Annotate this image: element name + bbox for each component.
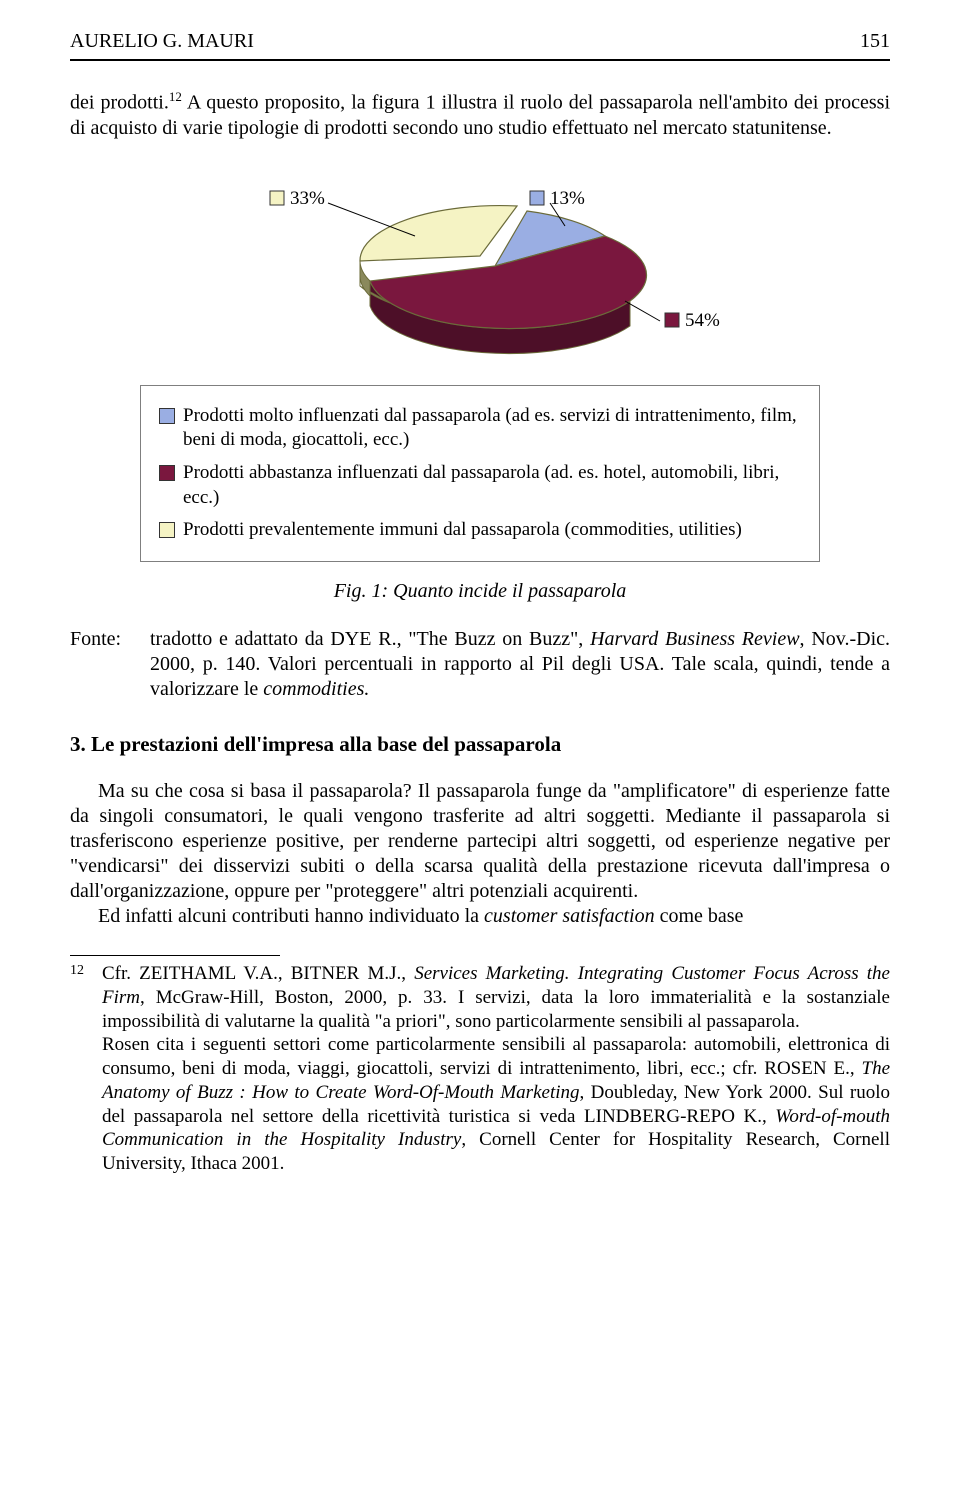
- legend-swatch: [159, 408, 175, 424]
- legend-text: Prodotti abbastanza influenzati dal pass…: [183, 461, 801, 510]
- pie-label-13: 13%: [550, 188, 585, 209]
- footnote-block: 12 Cfr. ZEITHAML V.A., BITNER M.J., Serv…: [70, 962, 890, 1176]
- source-label: Fonte:: [70, 627, 150, 702]
- paragraph: Ma su che cosa si basa il passaparola? I…: [70, 779, 890, 904]
- legend-item: Prodotti abbastanza influenzati dal pass…: [159, 461, 801, 510]
- legend-text: Prodotti molto influenzati dal passaparo…: [183, 404, 801, 453]
- legend-swatch: [159, 465, 175, 481]
- pie-label-54: 54%: [685, 310, 720, 331]
- page-number: 151: [860, 30, 890, 53]
- source-text: tradotto e adattato da DYE R., "The Buzz…: [150, 627, 890, 702]
- footnote-number: 12: [70, 962, 102, 980]
- legend-text: Prodotti prevalentemente immuni dal pass…: [183, 518, 742, 543]
- body-paragraphs: Ma su che cosa si basa il passaparola? I…: [70, 779, 890, 929]
- footnote-ref-12: 12: [169, 89, 182, 104]
- pie-label-33: 33%: [290, 188, 325, 209]
- footnote-separator: [70, 955, 280, 956]
- paragraph: Ed infatti alcuni contributi hanno indiv…: [70, 904, 890, 929]
- intro-lead: dei prodotti.: [70, 92, 169, 114]
- figure-caption: Fig. 1: Quanto incide il passaparola: [70, 580, 890, 603]
- author-name: AURELIO G. MAURI: [70, 30, 254, 53]
- legend-item: Prodotti prevalentemente immuni dal pass…: [159, 518, 801, 543]
- legend-swatch: [159, 522, 175, 538]
- legend-item: Prodotti molto influenzati dal passaparo…: [159, 404, 801, 453]
- chart-legend: Prodotti molto influenzati dal passaparo…: [140, 385, 820, 562]
- page-header: AURELIO G. MAURI 151: [70, 30, 890, 61]
- intro-paragraph: dei prodotti.12 A questo proposito, la f…: [70, 89, 890, 141]
- source-row: Fonte: tradotto e adattato da DYE R., "T…: [70, 627, 890, 702]
- pie-chart: 33% 13% 54%: [70, 161, 890, 371]
- footnote-text: Cfr. ZEITHAML V.A., BITNER M.J., Service…: [102, 962, 890, 1176]
- pie-chart-svg: 33% 13% 54%: [230, 161, 730, 371]
- intro-rest: A questo proposito, la figura 1 illustra…: [70, 92, 890, 139]
- section-heading: 3. Le prestazioni dell'impresa alla base…: [70, 732, 890, 757]
